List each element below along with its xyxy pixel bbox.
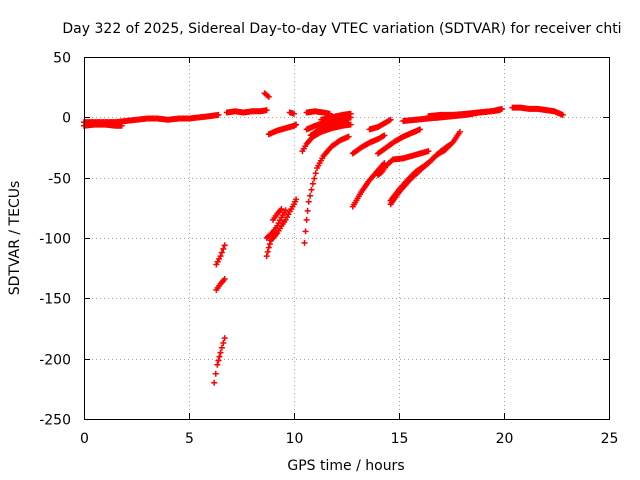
data-point [387,116,394,123]
data-point [264,248,271,255]
data-point [263,107,270,114]
data-point [218,249,225,256]
data-point [309,180,316,187]
data-point [559,111,566,118]
data-point [216,353,223,360]
data-segment [387,128,463,204]
chart-title: Day 322 of 2025, Sidereal Day-to-day VTE… [62,21,621,37]
y-tick-label: -100 [39,232,71,248]
data-point [381,132,388,139]
data-point [498,105,505,112]
data-point [307,192,314,199]
data-segment [301,133,352,246]
data-point [214,361,221,368]
data-segment [286,109,297,117]
y-ticks: 50 0 -50 -100 -150 -200 -250 [39,51,609,429]
y-axis-label: SDTVAR / TECUs [7,181,23,296]
data-point [265,93,272,100]
y-tick-label: -150 [39,292,71,308]
data-segment [213,276,228,293]
x-axis-label: GPS time / hours [287,458,404,474]
data-segment [270,206,285,223]
data-point [425,148,432,155]
data-point [266,241,273,248]
data-segment [303,114,354,133]
data-point [417,126,423,133]
data-point [456,128,463,135]
data-segment [375,126,423,157]
data-point [282,207,289,214]
data-point [293,196,300,203]
data-point [220,339,227,346]
data-point [212,370,219,377]
data-segment [261,90,272,100]
data-segment [509,104,566,118]
x-tick-label: 0 [80,431,89,447]
y-tick-label: -50 [48,172,71,188]
data-point [221,276,228,283]
x-tick-label: 25 [601,431,619,447]
data-point [220,245,227,252]
data-point [308,186,315,193]
x-tick-label: 15 [391,431,409,447]
data-segment [213,242,228,268]
y-tick-label: 0 [62,111,71,127]
data-segment [375,148,432,179]
data-segment [349,132,388,157]
data-segment [265,121,300,138]
data-segment [263,196,300,260]
y-tick-label: -250 [39,413,71,429]
data-segment [211,335,228,386]
data-point [347,121,354,128]
data-segment [425,105,505,120]
data-point [312,170,319,177]
data-point [304,207,311,214]
y-tick-label: 50 [53,51,71,67]
data-point [215,111,222,118]
x-tick-label: 5 [185,431,194,447]
data-point [218,344,225,351]
data-point [217,253,224,260]
data-point [449,139,456,146]
data-point [311,175,318,182]
data-point [291,110,297,117]
data-point [278,206,285,213]
data-segment [263,207,289,241]
data-point [215,357,222,364]
data-point [302,228,309,235]
data-segment [303,108,333,117]
data-point [345,133,352,140]
data-segment [223,107,270,116]
data-point [347,110,354,117]
data-point [221,242,228,249]
data-point [301,239,308,246]
x-tick-label: 20 [496,431,514,447]
data-point [217,349,224,356]
data-point [265,244,272,251]
data-point [221,335,228,342]
data-point [118,122,125,129]
data-point [293,121,300,128]
data-point [303,216,310,223]
data-segment [318,110,354,123]
y-tick-label: -200 [39,353,71,369]
x-tick-label: 10 [286,431,304,447]
data-segment [349,160,388,210]
x-ticks: 0 5 10 15 20 25 [80,57,618,447]
data-point [263,253,270,260]
data-point [211,379,218,386]
data-segment [366,116,394,133]
data-points [81,90,566,386]
data-point [305,198,312,205]
